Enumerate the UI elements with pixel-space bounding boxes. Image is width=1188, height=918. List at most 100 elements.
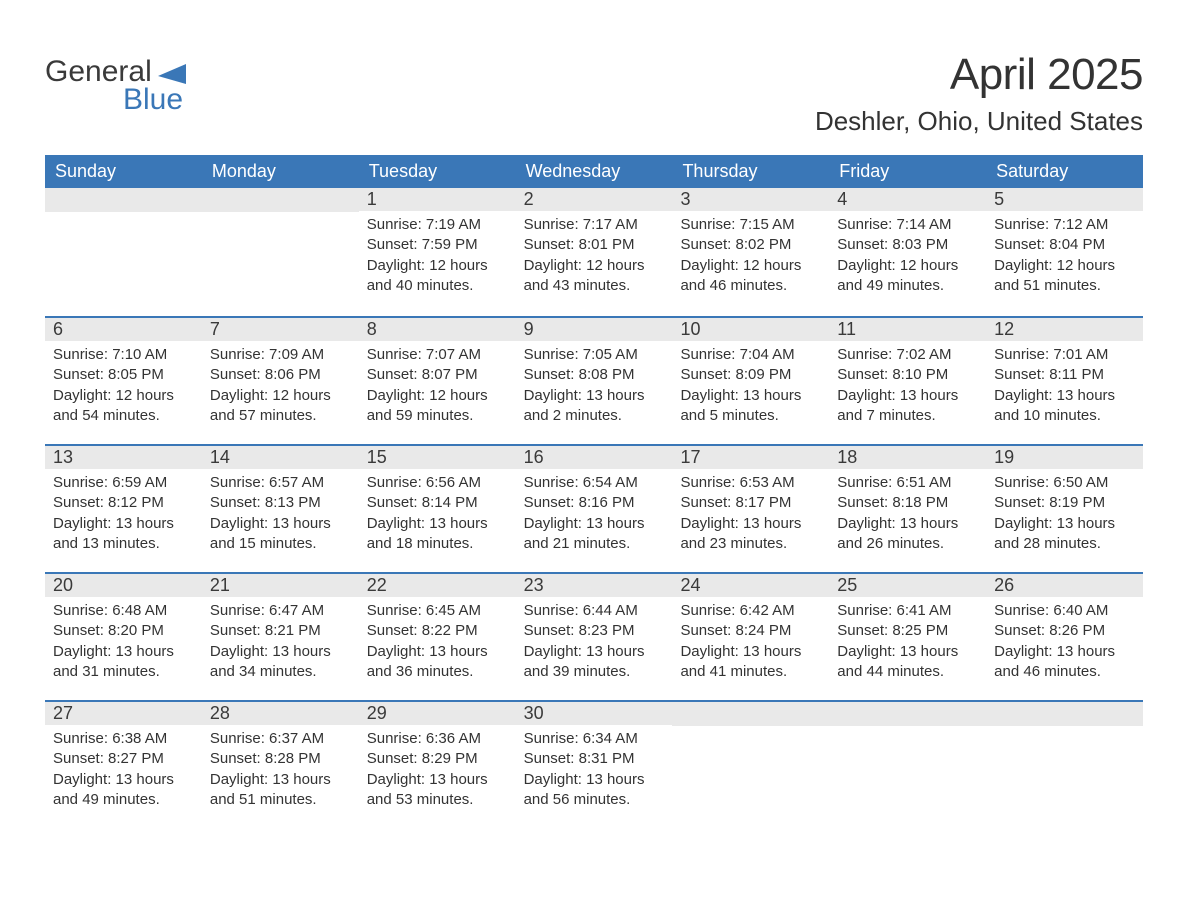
day-cell [45, 188, 202, 316]
sunrise-line: Sunrise: 6:34 AM [524, 729, 665, 749]
day-content: Sunrise: 7:04 AMSunset: 8:09 PMDaylight:… [672, 341, 829, 444]
daylight-line: Daylight: 13 hours and 23 minutes. [680, 514, 821, 555]
sunrise-label: Sunrise: [53, 474, 108, 491]
sunset-line: Sunset: 8:17 PM [680, 493, 821, 513]
day-content: Sunrise: 6:51 AMSunset: 8:18 PMDaylight:… [829, 469, 986, 572]
sunset-line: Sunset: 8:06 PM [210, 365, 351, 385]
sunset-line: Sunset: 8:14 PM [367, 493, 508, 513]
sunset-line: Sunset: 8:16 PM [524, 493, 665, 513]
daylight-line: Daylight: 13 hours and 26 minutes. [837, 514, 978, 555]
day-number: 2 [516, 188, 673, 211]
day-number: 22 [359, 574, 516, 597]
day-number: 26 [986, 574, 1143, 597]
sunset-label: Sunset: [367, 494, 418, 511]
daylight-label: Daylight: [210, 771, 268, 788]
day-content: Sunrise: 6:41 AMSunset: 8:25 PMDaylight:… [829, 597, 986, 700]
day-number: 12 [986, 318, 1143, 341]
sunrise-value: 6:57 AM [265, 474, 324, 491]
sunrise-line: Sunrise: 6:45 AM [367, 601, 508, 621]
sunrise-line: Sunrise: 6:42 AM [680, 601, 821, 621]
sunrise-line: Sunrise: 6:56 AM [367, 473, 508, 493]
sunset-line: Sunset: 8:29 PM [367, 749, 508, 769]
sunset-value: 8:29 PM [418, 750, 478, 767]
sunset-label: Sunset: [994, 366, 1045, 383]
sunset-value: 8:12 PM [104, 494, 164, 511]
sunset-line: Sunset: 8:22 PM [367, 621, 508, 641]
sunrise-value: 6:45 AM [422, 602, 481, 619]
day-cell: 17Sunrise: 6:53 AMSunset: 8:17 PMDayligh… [672, 446, 829, 572]
day-cell [202, 188, 359, 316]
sunset-line: Sunset: 8:12 PM [53, 493, 194, 513]
sunrise-line: Sunrise: 6:41 AM [837, 601, 978, 621]
daylight-line: Daylight: 13 hours and 46 minutes. [994, 642, 1135, 683]
sunrise-line: Sunrise: 6:59 AM [53, 473, 194, 493]
sunrise-label: Sunrise: [994, 216, 1049, 233]
sunset-value: 7:59 PM [418, 236, 478, 253]
logo: General Blue [45, 55, 186, 117]
sunset-line: Sunset: 8:08 PM [524, 365, 665, 385]
day-cell: 10Sunrise: 7:04 AMSunset: 8:09 PMDayligh… [672, 318, 829, 444]
day-cell: 29Sunrise: 6:36 AMSunset: 8:29 PMDayligh… [359, 702, 516, 828]
day-number: 6 [45, 318, 202, 341]
daylight-label: Daylight: [837, 387, 895, 404]
day-cell: 2Sunrise: 7:17 AMSunset: 8:01 PMDaylight… [516, 188, 673, 316]
day-number: 3 [672, 188, 829, 211]
day-number: 28 [202, 702, 359, 725]
day-number: 20 [45, 574, 202, 597]
sunrise-line: Sunrise: 7:05 AM [524, 345, 665, 365]
sunset-value: 8:20 PM [104, 622, 164, 639]
day-number: 5 [986, 188, 1143, 211]
day-content: Sunrise: 7:02 AMSunset: 8:10 PMDaylight:… [829, 341, 986, 444]
sunset-value: 8:10 PM [888, 366, 948, 383]
day-cell: 30Sunrise: 6:34 AMSunset: 8:31 PMDayligh… [516, 702, 673, 828]
sunset-label: Sunset: [210, 494, 261, 511]
sunrise-label: Sunrise: [210, 474, 265, 491]
daylight-line: Daylight: 13 hours and 39 minutes. [524, 642, 665, 683]
day-number: 23 [516, 574, 673, 597]
daylight-label: Daylight: [367, 257, 425, 274]
day-cell: 16Sunrise: 6:54 AMSunset: 8:16 PMDayligh… [516, 446, 673, 572]
sunrise-line: Sunrise: 6:51 AM [837, 473, 978, 493]
sunset-value: 8:04 PM [1045, 236, 1105, 253]
daylight-line: Daylight: 12 hours and 59 minutes. [367, 386, 508, 427]
day-content: Sunrise: 6:45 AMSunset: 8:22 PMDaylight:… [359, 597, 516, 700]
day-number [986, 702, 1143, 726]
sunrise-value: 6:36 AM [422, 730, 481, 747]
daylight-label: Daylight: [837, 643, 895, 660]
day-number [45, 188, 202, 212]
sunset-label: Sunset: [367, 622, 418, 639]
daylight-line: Daylight: 13 hours and 5 minutes. [680, 386, 821, 427]
sunset-line: Sunset: 8:03 PM [837, 235, 978, 255]
sunset-value: 8:08 PM [574, 366, 634, 383]
sunset-label: Sunset: [680, 236, 731, 253]
sunrise-line: Sunrise: 7:14 AM [837, 215, 978, 235]
sunset-label: Sunset: [53, 622, 104, 639]
sunrise-value: 6:40 AM [1049, 602, 1108, 619]
sunset-value: 8:23 PM [574, 622, 634, 639]
sunset-line: Sunset: 8:28 PM [210, 749, 351, 769]
day-cell: 26Sunrise: 6:40 AMSunset: 8:26 PMDayligh… [986, 574, 1143, 700]
day-content: Sunrise: 7:10 AMSunset: 8:05 PMDaylight:… [45, 341, 202, 444]
sunset-line: Sunset: 8:26 PM [994, 621, 1135, 641]
sunrise-value: 6:42 AM [735, 602, 794, 619]
sunset-line: Sunset: 8:13 PM [210, 493, 351, 513]
sunrise-line: Sunrise: 7:02 AM [837, 345, 978, 365]
sunset-value: 8:31 PM [574, 750, 634, 767]
sunrise-value: 7:19 AM [422, 216, 481, 233]
sunrise-line: Sunrise: 7:15 AM [680, 215, 821, 235]
day-content: Sunrise: 7:19 AMSunset: 7:59 PMDaylight:… [359, 211, 516, 314]
sunrise-label: Sunrise: [367, 730, 422, 747]
day-cell: 20Sunrise: 6:48 AMSunset: 8:20 PMDayligh… [45, 574, 202, 700]
sunset-value: 8:14 PM [418, 494, 478, 511]
daylight-label: Daylight: [994, 643, 1052, 660]
daylight-line: Daylight: 13 hours and 28 minutes. [994, 514, 1135, 555]
daylight-line: Daylight: 12 hours and 54 minutes. [53, 386, 194, 427]
weekday-sunday: Sunday [45, 155, 202, 188]
day-cell: 24Sunrise: 6:42 AMSunset: 8:24 PMDayligh… [672, 574, 829, 700]
day-number: 19 [986, 446, 1143, 469]
sunset-label: Sunset: [210, 366, 261, 383]
weekday-thursday: Thursday [672, 155, 829, 188]
day-number [202, 188, 359, 212]
day-number: 1 [359, 188, 516, 211]
sunrise-line: Sunrise: 6:36 AM [367, 729, 508, 749]
